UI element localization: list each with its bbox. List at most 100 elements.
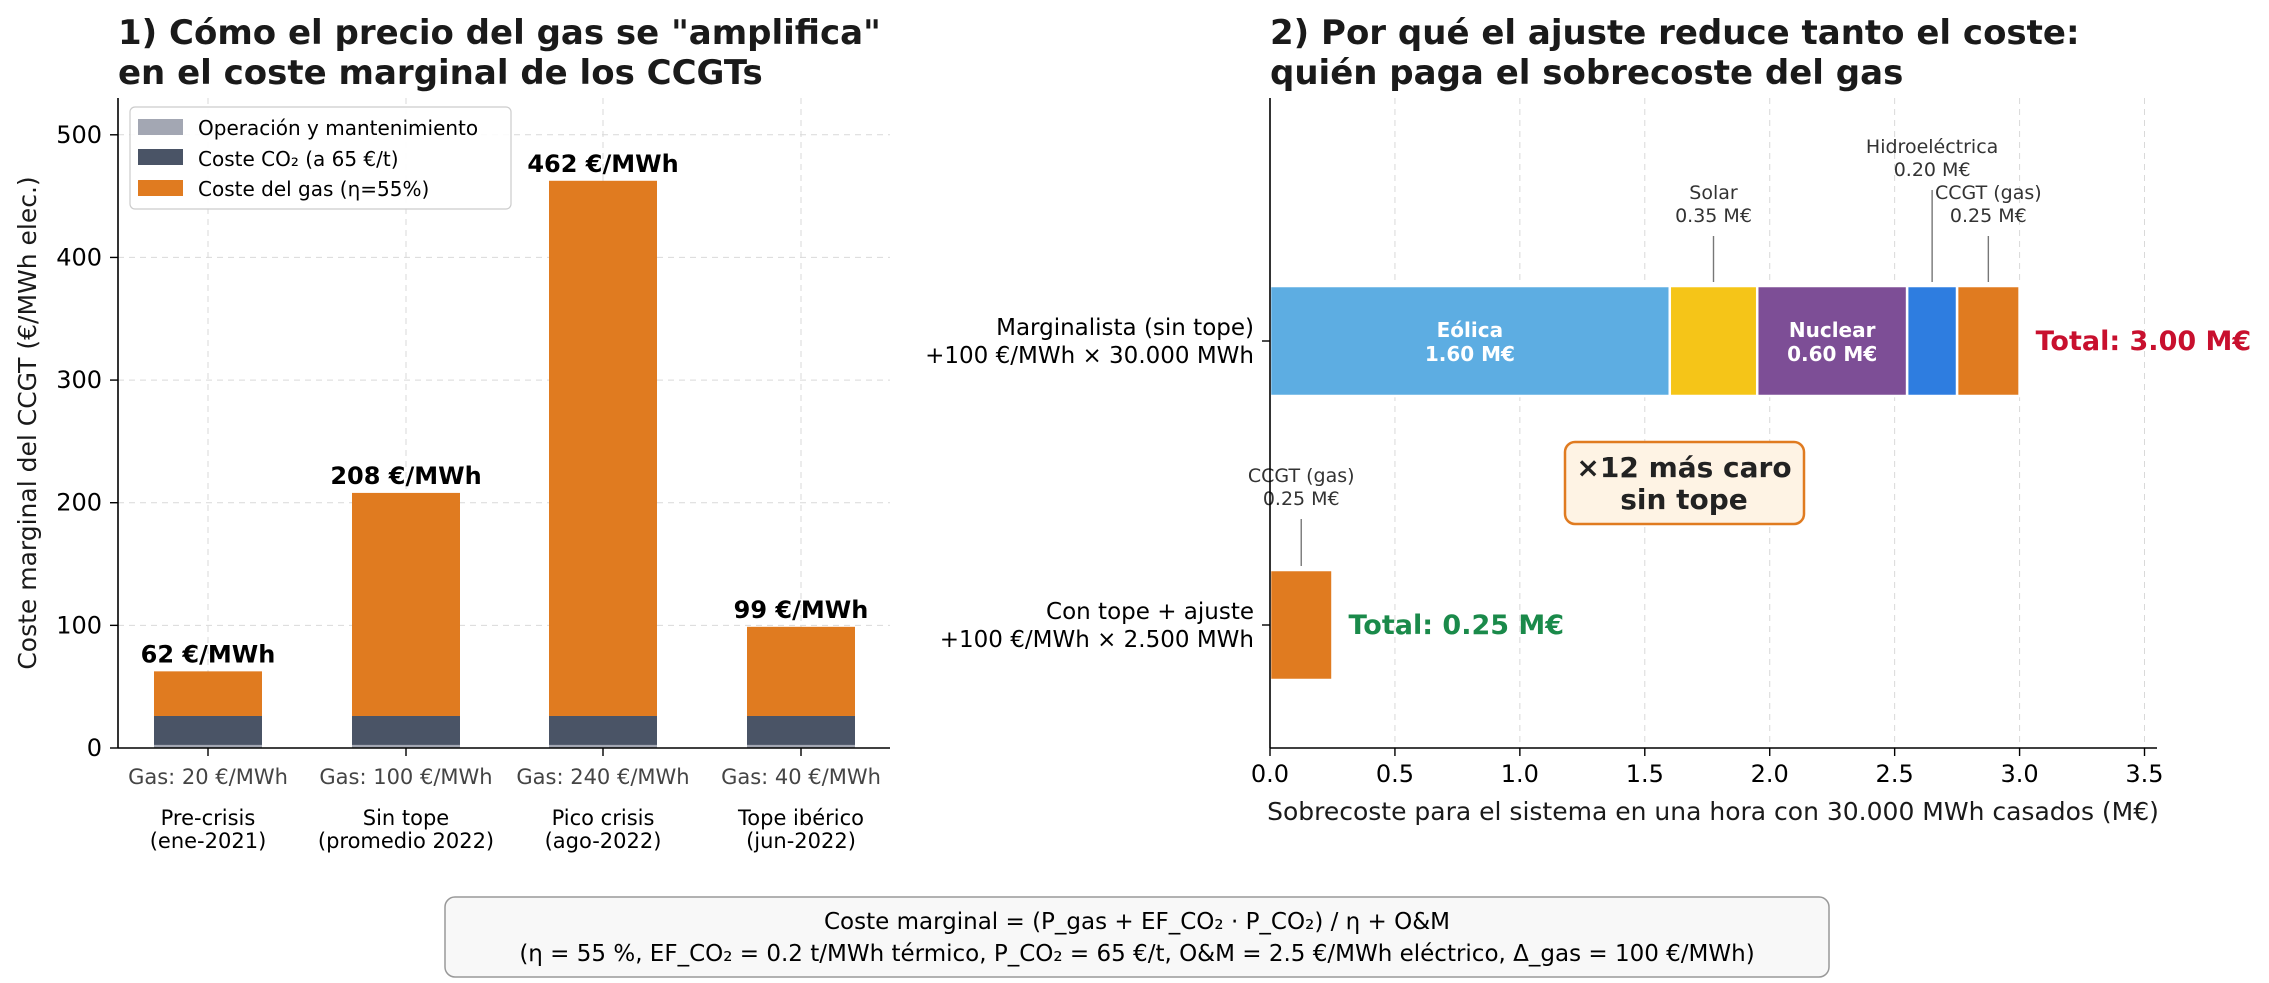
bar-total-label: 462 €/MWh [527,150,678,178]
right-x-tick-label: 1.0 [1501,760,1539,788]
category-label-line1: Tope ibérico [737,806,864,830]
formula-footer: Coste marginal = (P_gas + EF_CO₂ · P_CO₂… [444,896,1830,978]
segment-solar [1668,284,1759,398]
callout-line2: sin tope [1620,483,1748,516]
category-gas-price-label: Gas: 240 €/MWh [516,765,689,789]
bar-segment-co2 [352,715,460,745]
segment-e-lica [1268,284,1672,398]
right-x-tick-label: 0.0 [1251,760,1289,788]
right-gridlines [1394,98,2146,748]
bar-segment-co2 [747,715,855,745]
left-bars: 62 €/MWh 208 €/MWh 462 €/MWh 99 €/MWh [141,150,869,748]
bar-segment-co2 [549,715,657,745]
row-total-label: Total: 0.25 M€ [1348,610,1564,641]
right-x-tick-label: 2.5 [1876,760,1914,788]
legend-item-gas: Coste del gas (η=55%) [138,177,429,201]
right-x-tick-label: 0.5 [1376,760,1414,788]
legend-label-gas: Coste del gas (η=55%) [198,177,429,201]
row-total-label: Total: 3.00 M€ [2036,326,2252,357]
legend-frame [129,106,512,210]
segment-hidroel-ctrica [1905,284,1959,398]
legend: Operación y mantenimiento Coste CO₂ (a 6… [129,106,512,210]
formula-box [444,896,1830,978]
segment-ccgt-gas [1268,568,1334,682]
segment-annotation-name: Hidroeléctrica [1866,136,1998,158]
left-chart-title-line2: en el coste marginal de los CCGTs [118,53,763,93]
left-y-axis-title: Coste marginal del CCGT (€/MWh elec.) [13,176,42,669]
right-chart-title-line1: 2) Por qué el ajuste reduce tanto el cos… [1270,13,2080,53]
segment-annotation-value: 0.25 M€ [1263,488,1340,510]
right-x-tick-label: 1.5 [1626,760,1664,788]
category-label-line1: Pre-crisis [161,806,256,830]
bar-segment-co2 [154,715,262,745]
right-x-tick-label: 3.5 [2125,760,2163,788]
right-chart-title-line2: quién paga el sobrecoste del gas [1270,53,1903,93]
category-label-line1: Sin tope [363,806,449,830]
left-y-tick-label: 300 [56,366,102,394]
bar-segment-gas [549,180,657,716]
segment-value-label: 1.60 M€ [1425,342,1515,366]
category-label-line2: (ene-2021) [150,829,267,853]
ratio-callout: ×12 más caro sin tope [1563,440,1806,526]
cost-stacked-bar-chart: 1) Cómo el precio del gas se "amplifica"… [13,13,890,853]
left-y-tick-label: 400 [56,243,102,271]
category-gas-price-label: Gas: 40 €/MWh [721,765,881,789]
overcost-horizontal-chart: 2) Por qué el ajuste reduce tanto el cos… [925,13,2251,826]
row-label-line2: +100 €/MWh × 30.000 MWh [925,343,1254,369]
left-y-ticks: 0 100 200 300 400 500 [56,121,118,762]
row-label-line1: Con tope + ajuste [1046,599,1254,625]
left-x-labels: Gas: 20 €/MWh Pre-crisis(ene-2021) Gas: 10… [128,748,881,853]
left-y-tick-label: 500 [56,121,102,149]
legend-label-om: Operación y mantenimiento [198,116,478,140]
bar-segment-om [549,744,657,748]
segment-annotation-name: CCGT (gas) [1935,182,2042,204]
segment-annotation-value: 0.25 M€ [1950,205,2027,227]
category-label-line2: (jun-2022) [746,829,856,853]
legend-swatch-co2 [138,149,183,165]
right-x-tick-label: 3.0 [2000,760,2038,788]
bar-total-label: 99 €/MWh [734,596,869,624]
parameters-line: (η = 55 %, EF_CO₂ = 0.2 t/MWh térmico, P… [519,941,1754,967]
category-label-line1: Pico crisis [552,806,655,830]
category-gas-price-label: Gas: 20 €/MWh [128,765,288,789]
left-chart-title-line1: 1) Cómo el precio del gas se "amplifica" [118,13,881,53]
legend-swatch-om [138,119,183,135]
left-y-tick-label: 200 [56,489,102,517]
bar-total-label: 208 €/MWh [330,462,481,490]
category-label-line2: (promedio 2022) [318,829,494,853]
category-label-line2: (ago-2022) [545,829,662,853]
left-y-tick-label: 100 [56,611,102,639]
right-x-axis-title: Sobrecoste para el sistema en una hora c… [1267,797,2159,826]
bar-segment-gas [747,626,855,716]
formula-line: Coste marginal = (P_gas + EF_CO₂ · P_CO₂… [824,909,1450,935]
segment-annotation-value: 0.20 M€ [1894,159,1971,181]
bar-segment-om [154,744,262,748]
right-x-tick-label: 2.0 [1751,760,1789,788]
callout-box [1563,440,1806,526]
right-row-labels: Marginalista (sin tope)+100 €/MWh × 30.0… [925,315,1270,653]
segment-name-label: Eólica [1437,318,1503,342]
bar-segment-om [747,744,855,748]
bar-segment-gas [352,492,460,716]
legend-swatch-gas [138,180,183,196]
legend-item-co2: Coste CO₂ (a 65 €/t) [138,147,399,171]
bar-segment-gas [154,671,262,716]
left-y-tick-label: 0 [87,734,102,762]
callout-line1: ×12 más caro [1576,451,1791,484]
bar-segment-om [352,744,460,748]
segment-annotation-name: CCGT (gas) [1248,465,1355,487]
row-label-line2: +100 €/MWh × 2.500 MWh [940,627,1254,653]
row-label-line1: Marginalista (sin tope) [996,315,1254,341]
segment-name-label: Nuclear [1789,318,1876,342]
segment-annotation-value: 0.35 M€ [1675,205,1752,227]
segment-value-label: 0.60 M€ [1787,342,1877,366]
legend-label-co2: Coste CO₂ (a 65 €/t) [198,147,399,171]
segment-nuclear [1755,284,1909,398]
segment-ccgt-gas [1955,284,2021,398]
category-gas-price-label: Gas: 100 €/MWh [319,765,492,789]
segment-annotation-name: Solar [1689,182,1738,204]
legend-item-om: Operación y mantenimiento [138,116,478,140]
right-x-ticks: 0.0 0.5 1.0 1.5 2.0 2.5 3.0 3.5 [1251,748,2164,788]
